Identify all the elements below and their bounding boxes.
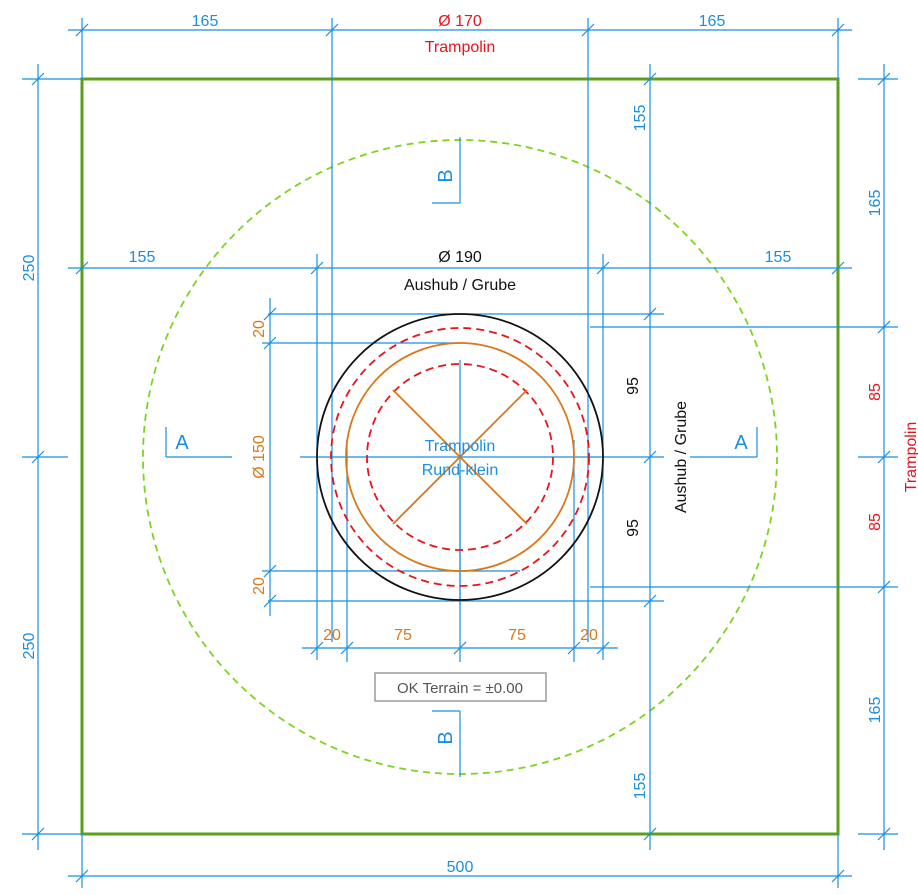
orange-bottom-right-offset: 20 — [580, 627, 598, 644]
plot-boundary — [80, 77, 840, 836]
bottom-dim-total: 500 — [447, 859, 474, 876]
aushub-diameter: Ø 190 — [438, 249, 482, 266]
section-mark-b-bottom: B — [435, 731, 457, 744]
top-dim-center: Ø 170 — [438, 13, 482, 30]
top-dim-left: 165 — [192, 13, 219, 30]
vertical-dim-half-upper: 95 — [625, 377, 642, 395]
vertical-dim-bottom: 155 — [632, 773, 649, 800]
right-dim-upper: 165 — [867, 190, 884, 217]
aushub-right-dim: 155 — [765, 249, 792, 266]
orange-offset-top: 20 — [251, 320, 268, 338]
orange-offset-bottom: 20 — [251, 577, 268, 595]
terrain-label-box — [374, 672, 547, 702]
vertical-dim-top: 155 — [632, 105, 649, 132]
aushub-left-dim: 155 — [129, 249, 156, 266]
trampoline-label-line2: Rund-klein — [422, 462, 498, 479]
dimension-ticks — [31, 23, 891, 883]
section-mark-a-right: A — [734, 432, 748, 454]
orange-diameter: Ø 150 — [251, 435, 268, 479]
trampoline-label-line1: Trampolin — [425, 438, 496, 455]
trampoline-frame-circle — [345, 342, 575, 572]
orange-bottom-left-offset: 20 — [323, 627, 341, 644]
left-dim-lower: 250 — [21, 633, 38, 660]
right-dim-lower: 165 — [867, 697, 884, 724]
trampoline-cross-legs — [392, 389, 528, 525]
aushub-caption: Aushub / Grube — [404, 277, 516, 294]
vertical-dim-half-lower: 95 — [625, 519, 642, 537]
excavation-circle — [316, 313, 604, 601]
trampoline-outer-red-circle — [330, 327, 590, 587]
trampoline-inner-red-circle — [366, 363, 554, 551]
section-mark-b-top: B — [435, 169, 457, 182]
left-dim-upper: 250 — [21, 255, 38, 282]
top-dim-center-caption: Trampolin — [425, 39, 496, 56]
orange-bottom-right-radius: 75 — [508, 627, 526, 644]
right-dim-red-caption: Trampolin — [903, 422, 918, 493]
right-dim-red-lower: 85 — [867, 513, 884, 531]
top-dim-right: 165 — [699, 13, 726, 30]
terrain-label: OK Terrain = ±0.00 — [397, 680, 523, 697]
right-dim-red-upper: 85 — [867, 383, 884, 401]
section-mark-a-left: A — [175, 432, 189, 454]
orange-bottom-left-radius: 75 — [394, 627, 412, 644]
vertical-aushub-caption: Aushub / Grube — [673, 401, 690, 513]
